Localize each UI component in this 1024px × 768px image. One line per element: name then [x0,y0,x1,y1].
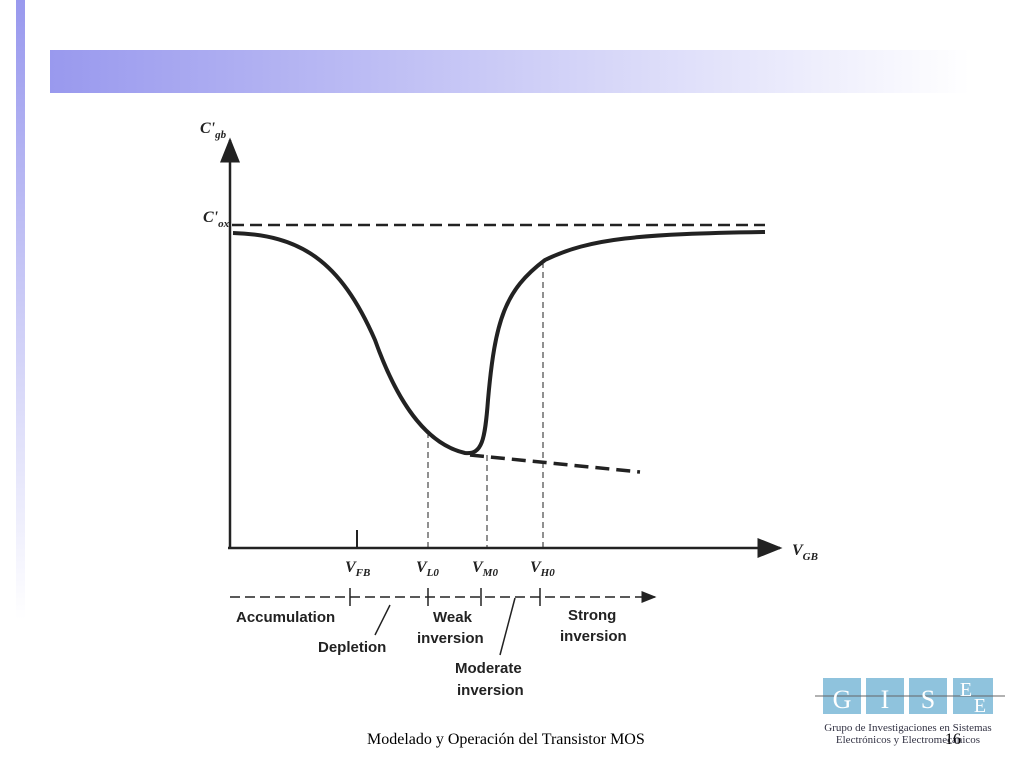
region-label: Moderate [455,660,522,677]
plot [220,137,783,656]
region-label: inversion [417,630,484,647]
svg-text:I: I [881,685,890,714]
tick-label: VH0 [530,559,555,579]
region-label: inversion [560,628,627,645]
logo: G I S E E Grupo de Investigaciones en Si… [815,678,1005,746]
region-label: Weak [433,609,473,626]
cox-label: C'ox [203,209,230,230]
svg-text:G: G [833,685,852,714]
svg-text:S: S [921,685,935,714]
tick-label: VL0 [416,559,439,579]
footer-title: Modelado y Operación del Transistor MOS [367,731,645,748]
x-axis-label: VGB [792,542,818,563]
region-label: inversion [457,682,524,699]
svg-text:Electrónicos y Electromecánico: Electrónicos y Electromecánicos [836,734,980,746]
header-bar [50,50,970,93]
svg-text:E: E [960,679,972,701]
page-number: 16 [945,731,961,748]
region-label: Depletion [318,639,386,656]
tick-label: VFB [345,559,370,579]
region-label: Accumulation [236,609,335,626]
svg-text:Grupo de Investigaciones en Si: Grupo de Investigaciones en Sistemas [824,722,991,734]
y-axis-label: C'gb [200,120,227,141]
region-label: Strong [568,607,616,624]
tick-label: VM0 [472,559,498,579]
svg-text:E: E [974,695,986,717]
side-bar [16,0,25,620]
